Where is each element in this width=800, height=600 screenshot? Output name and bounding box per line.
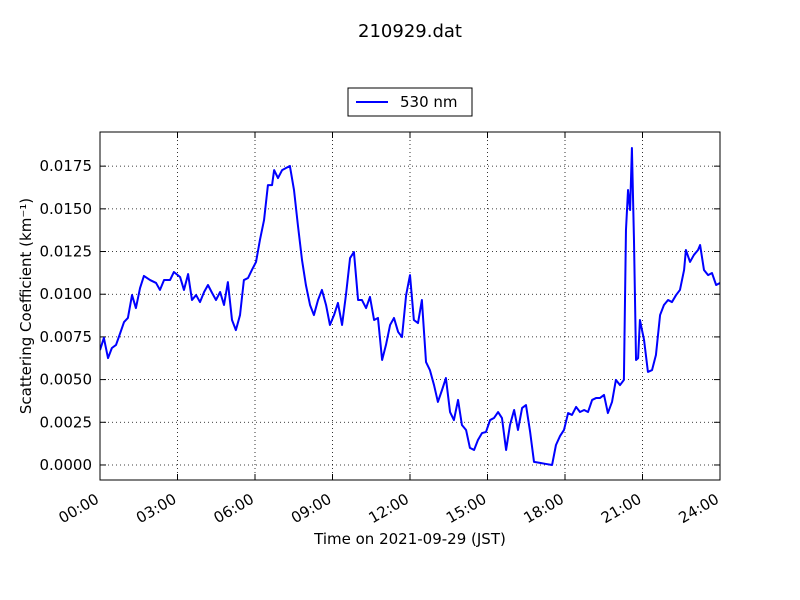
y-axis-label: Scattering Coefficient (km⁻¹)	[17, 198, 35, 414]
y-tick-label: 0.0100	[40, 285, 93, 303]
y-tick-label: 0.0075	[40, 328, 93, 346]
y-tick-label: 0.0025	[40, 413, 93, 431]
y-tick-label: 0.0125	[40, 243, 93, 261]
y-tick-label: 0.0175	[40, 157, 93, 175]
y-tick-label: 0.0050	[40, 371, 93, 389]
y-tick-label: 0.0150	[40, 200, 93, 218]
y-tick-label: 0.0000	[40, 456, 93, 474]
legend-label: 530 nm	[400, 93, 458, 111]
line-series	[100, 147, 720, 466]
x-axis-label: Time on 2021-09-29 (JST)	[313, 530, 506, 548]
chart-title: 210929.dat	[358, 21, 462, 42]
plot-frame	[99, 131, 721, 481]
